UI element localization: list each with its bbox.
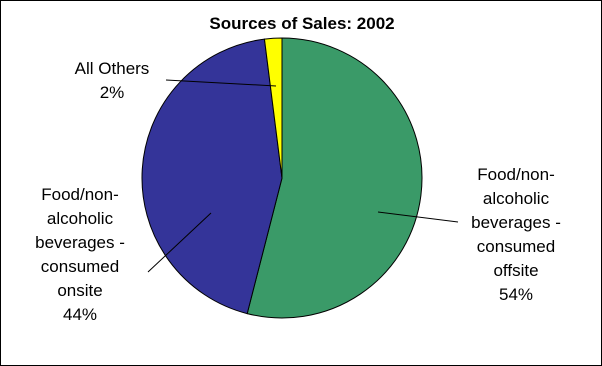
slice-value-label: 2%: [100, 83, 125, 102]
leader-lines: [147, 79, 459, 273]
slice-labels: Food/non-alcoholic beverages - consumed off…: [35, 59, 561, 324]
slice-label-1: Food/non-alcoholic beverages - consumed off…: [471, 165, 561, 304]
slice-name-line: alcoholic: [483, 189, 550, 208]
slice-name-line: beverages -: [471, 213, 561, 232]
slice-name-line: alcoholic: [47, 209, 114, 228]
slice-name-line: offsite: [493, 261, 538, 280]
pie-slice-1: [246, 37, 423, 319]
leader-line-3: [165, 79, 277, 87]
slice-name-line: beverages -: [35, 233, 125, 252]
pie-slice-3: [263, 37, 283, 179]
chart-title: Sources of Sales: 2002: [209, 14, 394, 33]
slice-name-line: consumed: [41, 257, 119, 276]
slice-value-label: 54%: [499, 285, 533, 304]
slice-name-line: All Others: [75, 59, 150, 78]
slice-label-3: All Others 2%: [75, 59, 150, 102]
pie-slices: [141, 37, 423, 319]
slice-name-line: onsite: [57, 281, 102, 300]
slice-name-line: Food/non-: [41, 185, 119, 204]
slice-name-line: Food/non-: [477, 165, 555, 184]
slice-label-2: Food/non-alcoholic beverages - consumed ons…: [35, 185, 125, 324]
slice-name-line: consumed: [477, 237, 555, 256]
leader-line-2: [147, 212, 212, 273]
slice-value-label: 44%: [63, 305, 97, 324]
leader-line-1: [377, 211, 459, 223]
